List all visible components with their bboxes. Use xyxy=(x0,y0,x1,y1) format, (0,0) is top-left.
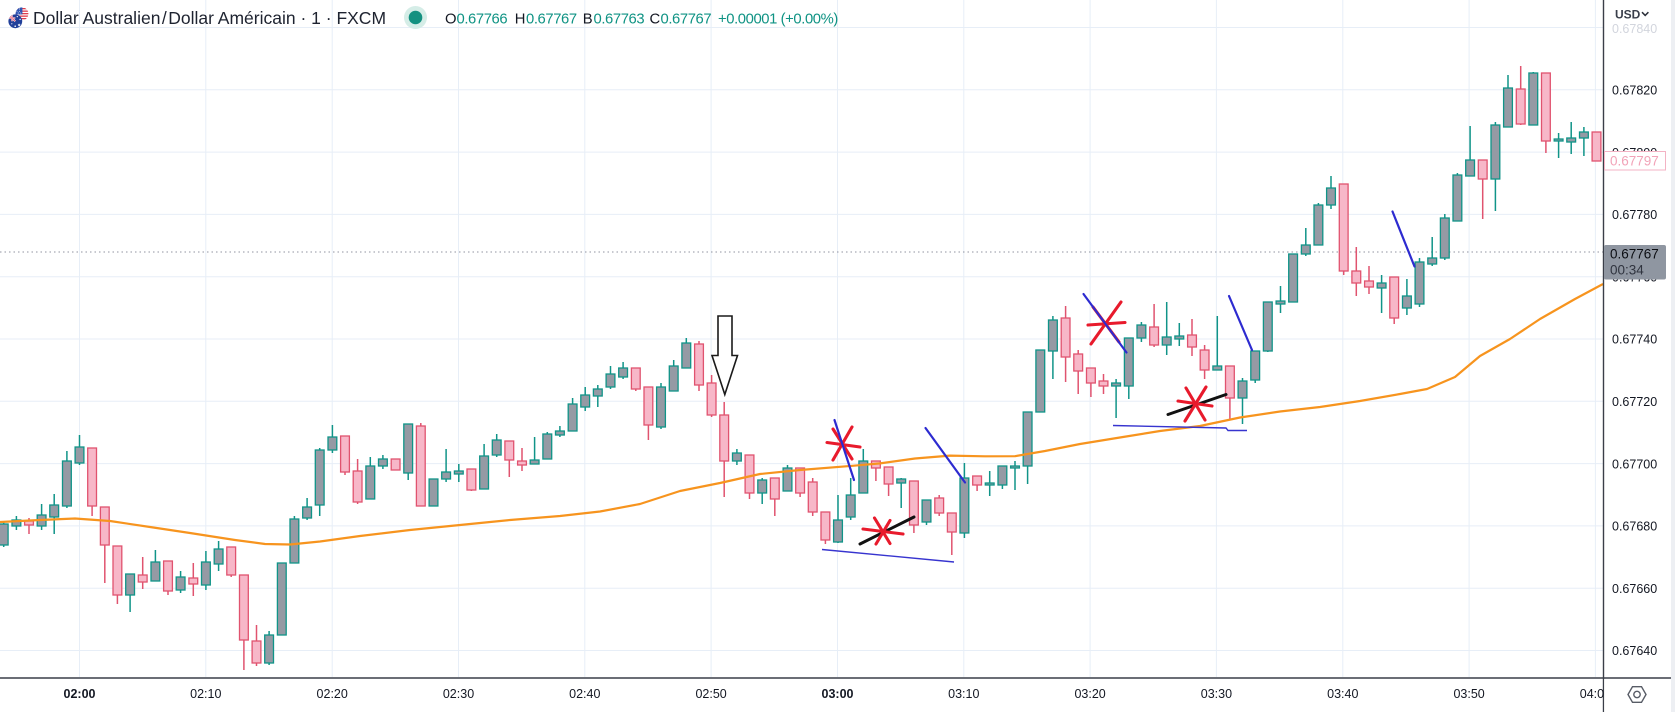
svg-text:02:50: 02:50 xyxy=(695,687,726,701)
svg-text:B: B xyxy=(583,12,593,28)
svg-text:H: H xyxy=(515,12,525,28)
svg-text:+0.00001 (+0.00%): +0.00001 (+0.00%) xyxy=(718,12,838,28)
svg-text:0.67767: 0.67767 xyxy=(661,12,712,28)
svg-text:0.67780: 0.67780 xyxy=(1612,208,1657,222)
svg-text:0.67700: 0.67700 xyxy=(1612,457,1657,471)
svg-text:0.67720: 0.67720 xyxy=(1612,395,1657,409)
svg-text:02:20: 02:20 xyxy=(317,687,348,701)
svg-text:03:40: 03:40 xyxy=(1327,687,1358,701)
svg-text:O: O xyxy=(445,12,456,28)
svg-text:02:30: 02:30 xyxy=(443,687,474,701)
svg-text:00:34: 00:34 xyxy=(1610,263,1644,278)
svg-text:0.67740: 0.67740 xyxy=(1612,333,1657,347)
svg-text:0.67766: 0.67766 xyxy=(457,12,508,28)
svg-text:C: C xyxy=(650,12,661,28)
svg-text:0.67660: 0.67660 xyxy=(1612,582,1657,596)
svg-text:0.67767: 0.67767 xyxy=(1610,247,1659,262)
svg-text:0.67797: 0.67797 xyxy=(1610,154,1659,169)
svg-text:03:50: 03:50 xyxy=(1453,687,1484,701)
svg-text:0.67767: 0.67767 xyxy=(526,12,577,28)
svg-text:Dollar Australien / Dollar Amé: Dollar Australien / Dollar Américain · 1… xyxy=(33,8,386,28)
svg-text:02:40: 02:40 xyxy=(569,687,600,701)
svg-text:0.67763: 0.67763 xyxy=(594,12,645,28)
svg-text:02:00: 02:00 xyxy=(64,687,96,701)
svg-text:0.67640: 0.67640 xyxy=(1612,644,1657,658)
svg-text:03:30: 03:30 xyxy=(1201,687,1232,701)
svg-text:03:00: 03:00 xyxy=(822,687,854,701)
svg-text:03:10: 03:10 xyxy=(948,687,979,701)
svg-text:0.67840: 0.67840 xyxy=(1612,22,1657,36)
svg-text:0.67820: 0.67820 xyxy=(1612,84,1657,98)
svg-text:03:20: 03:20 xyxy=(1074,687,1105,701)
svg-text:02:10: 02:10 xyxy=(190,687,221,701)
svg-text:USD: USD xyxy=(1615,8,1641,22)
svg-text:0.67680: 0.67680 xyxy=(1612,520,1657,534)
